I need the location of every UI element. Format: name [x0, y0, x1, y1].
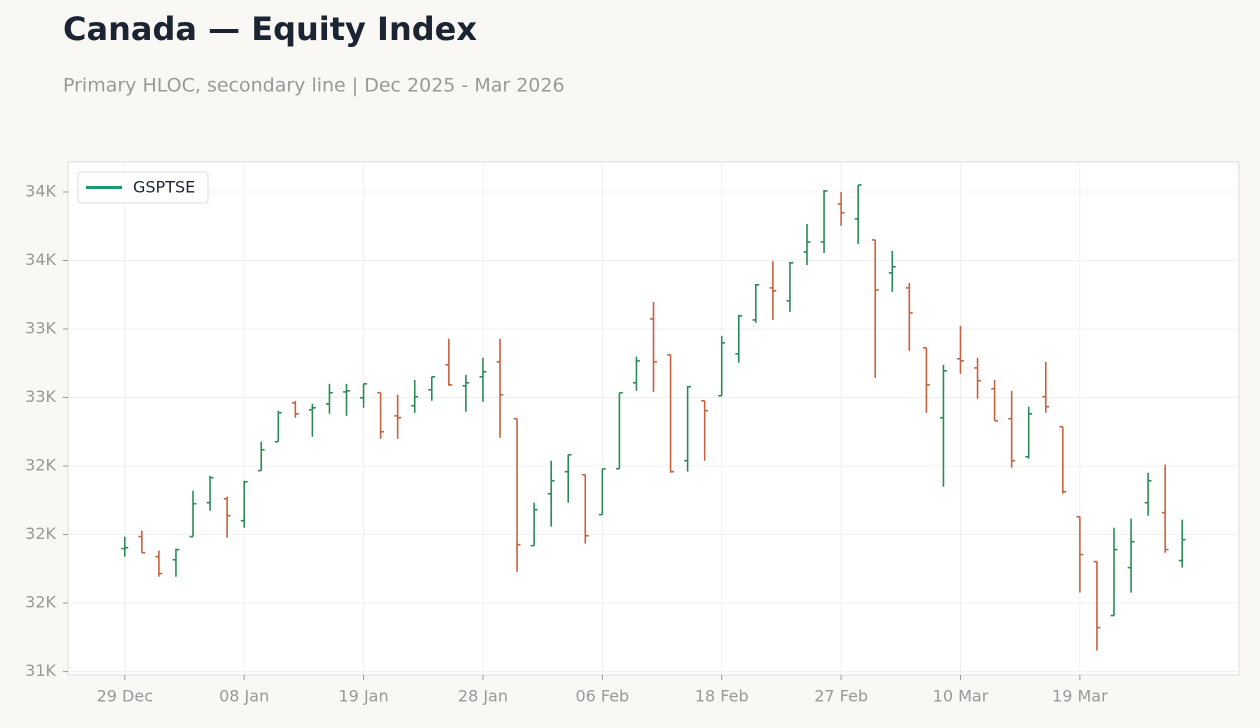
- plot-area: [67, 161, 1240, 676]
- x-tick-label: 28 Jan: [458, 687, 508, 706]
- y-tick-label: 32K: [25, 593, 56, 612]
- y-tick-label: 33K: [25, 387, 56, 406]
- y-tick-label: 32K: [25, 524, 56, 543]
- y-tick-label: 31K: [25, 661, 56, 680]
- chart-title: Canada — Equity Index: [63, 10, 477, 48]
- x-tick-label: 27 Feb: [814, 687, 868, 706]
- y-tick-label: 33K: [25, 319, 56, 338]
- x-tick-label: 08 Jan: [219, 687, 269, 706]
- x-tick-label: 06 Feb: [575, 687, 629, 706]
- x-tick-label: 10 Mar: [933, 687, 989, 706]
- y-tick-label: 32K: [25, 456, 56, 475]
- legend-box: [77, 171, 209, 204]
- x-tick-label: 19 Mar: [1052, 687, 1108, 706]
- x-tick-label: 29 Dec: [97, 687, 153, 706]
- y-tick-label: 34K: [25, 250, 56, 269]
- y-tick-label: 34K: [25, 181, 56, 200]
- chart-subtitle: Primary HLOC, secondary line | Dec 2025 …: [63, 75, 565, 97]
- x-tick-label: 18 Feb: [695, 687, 749, 706]
- x-tick-label: 19 Jan: [339, 687, 389, 706]
- legend-label: GSPTSE: [133, 178, 195, 197]
